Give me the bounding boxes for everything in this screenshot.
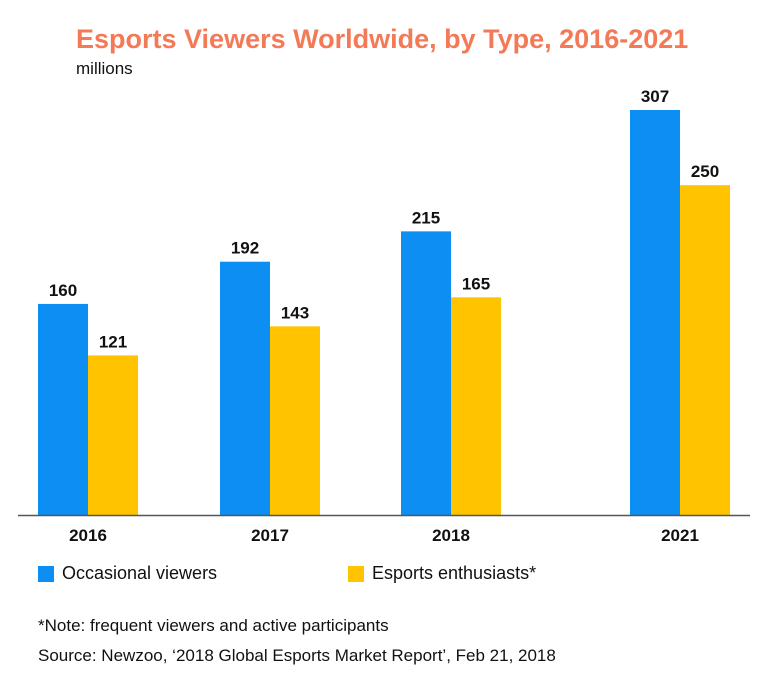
bar-2016-enthusiasts [88, 355, 138, 515]
x-tick-label: 2017 [251, 526, 289, 545]
bar-2018-enthusiasts [451, 297, 501, 515]
bar-2018-occasional [401, 231, 451, 515]
data-label: 215 [412, 208, 440, 227]
bar-2017-enthusiasts [270, 326, 320, 515]
data-label: 250 [691, 162, 719, 181]
legend-item-enthusiasts: Esports enthusiasts* [348, 563, 536, 584]
data-label: 192 [231, 239, 259, 258]
source-note: Source: Newzoo, ‘2018 Global Esports Mar… [38, 646, 556, 665]
data-label: 121 [99, 332, 127, 351]
chart-title: Esports Viewers Worldwide, by Type, 2016… [76, 24, 689, 54]
data-label: 165 [462, 274, 490, 293]
legend-swatch-yellow [348, 565, 364, 582]
bar-2021-enthusiasts [680, 185, 730, 515]
legend-label: Occasional viewers [62, 563, 218, 583]
bar-2017-occasional [220, 261, 270, 515]
footnote: *Note: frequent viewers and active parti… [38, 616, 389, 635]
x-tick-label: 2018 [432, 526, 470, 545]
bar-2021-occasional [630, 110, 680, 515]
legend-label: Esports enthusiasts* [372, 563, 537, 583]
x-tick-label: 2016 [69, 526, 107, 545]
chart-subtitle: millions [76, 59, 133, 78]
legend-item-occasional: Occasional viewers [38, 563, 217, 584]
data-label: 143 [281, 303, 309, 322]
bar-2016-occasional [38, 303, 88, 515]
x-tick-label: 2021 [661, 526, 699, 545]
data-label: 307 [641, 87, 669, 106]
data-label: 160 [49, 281, 77, 300]
legend-swatch-blue [38, 565, 54, 582]
